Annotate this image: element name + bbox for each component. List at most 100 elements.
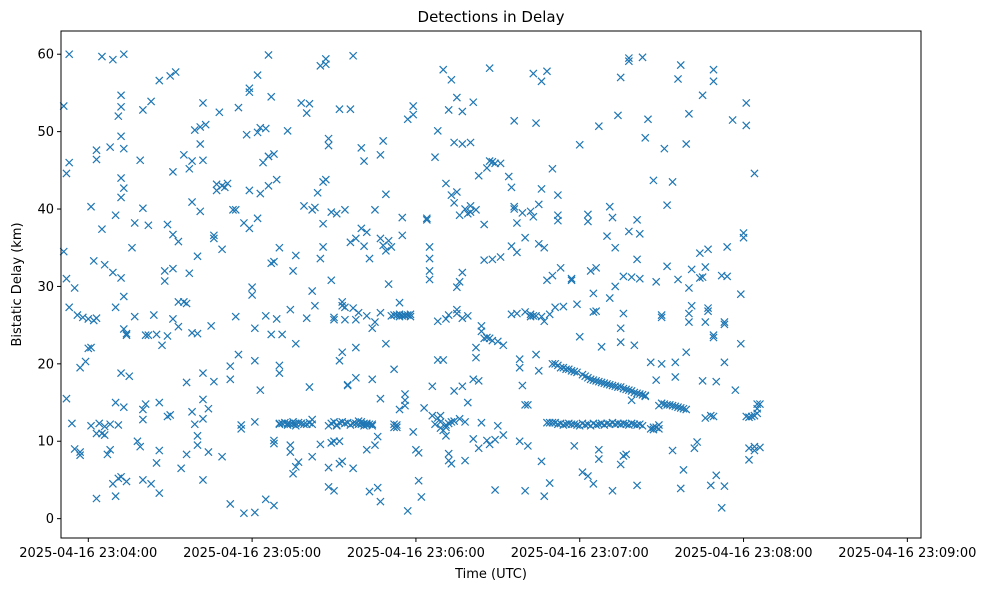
data-point <box>119 50 128 59</box>
data-point <box>750 446 759 455</box>
data-point <box>523 441 532 450</box>
data-point <box>253 128 262 137</box>
data-point <box>136 156 145 165</box>
data-point <box>750 169 759 178</box>
data-point <box>168 167 177 176</box>
data-point <box>256 189 265 198</box>
data-point <box>709 77 718 86</box>
data-point <box>302 109 311 118</box>
data-point <box>452 93 461 102</box>
data-point <box>450 417 459 426</box>
data-point <box>422 214 431 223</box>
data-point <box>360 157 369 166</box>
data-point <box>425 275 434 284</box>
data-point <box>269 501 278 510</box>
data-point <box>250 356 259 365</box>
data-point <box>283 126 292 135</box>
data-point <box>92 314 101 323</box>
data-point <box>592 307 601 316</box>
data-point <box>624 57 633 66</box>
data-point <box>474 376 483 385</box>
data-point <box>335 105 344 114</box>
data-point <box>425 254 434 263</box>
data-point <box>324 463 333 472</box>
data-point <box>540 243 549 252</box>
data-point <box>370 441 379 450</box>
data-point <box>286 305 295 314</box>
data-point <box>362 311 371 320</box>
data-point <box>297 98 306 108</box>
data-point <box>351 343 360 352</box>
data-point <box>329 486 339 495</box>
data-point <box>649 423 658 432</box>
data-point <box>316 440 325 449</box>
data-point <box>182 299 191 308</box>
data-point <box>562 365 571 374</box>
data-point <box>466 138 475 147</box>
data-point <box>603 379 612 388</box>
data-point <box>166 410 175 419</box>
data-point <box>450 198 459 207</box>
data-point <box>504 172 513 181</box>
data-point <box>114 112 123 121</box>
data-point <box>272 175 281 184</box>
data-point <box>264 181 273 190</box>
data-point <box>570 420 579 429</box>
data-point <box>182 450 191 459</box>
data-point <box>736 290 745 299</box>
data-point <box>329 315 339 324</box>
data-point <box>119 144 128 153</box>
data-point <box>144 221 153 230</box>
data-point <box>122 331 131 340</box>
y-axis-label: Bistatic Delay (km) <box>10 222 25 346</box>
data-point <box>420 403 429 412</box>
data-point <box>97 225 106 234</box>
data-point <box>556 363 565 372</box>
data-point <box>78 313 87 322</box>
data-point <box>485 64 494 73</box>
data-point <box>624 227 633 236</box>
data-point <box>387 242 396 251</box>
data-point <box>753 409 762 418</box>
data-point <box>84 314 93 323</box>
data-point <box>570 367 579 376</box>
data-point <box>117 174 126 183</box>
data-point <box>720 320 729 329</box>
data-point <box>496 159 505 168</box>
data-point <box>635 229 644 238</box>
data-point <box>207 321 216 330</box>
data-point <box>242 130 251 139</box>
data-point <box>324 134 333 143</box>
data-point <box>515 363 524 372</box>
data-point <box>447 75 456 84</box>
data-point <box>469 434 478 443</box>
data-point <box>463 398 472 407</box>
data-point <box>324 482 333 491</box>
data-point <box>343 380 352 389</box>
data-point <box>551 303 560 312</box>
data-point <box>668 177 677 186</box>
data-point <box>92 155 101 164</box>
data-point <box>559 302 568 311</box>
data-point <box>663 201 672 210</box>
data-point <box>698 273 707 282</box>
data-point <box>660 144 669 153</box>
data-point <box>436 411 445 420</box>
data-point <box>471 205 481 214</box>
data-point <box>679 465 688 474</box>
data-point <box>682 405 691 414</box>
data-point <box>687 301 696 310</box>
data-point <box>608 381 617 390</box>
data-point <box>220 183 229 192</box>
data-point <box>76 451 85 460</box>
data-point <box>111 492 120 501</box>
data-point <box>417 492 426 502</box>
x-tick-label: 2025-04-16 23:05:00 <box>183 546 321 561</box>
data-point <box>704 245 713 254</box>
data-point <box>701 413 710 423</box>
data-point <box>138 405 147 414</box>
data-point <box>611 282 620 291</box>
data-point <box>111 398 120 407</box>
data-point <box>450 138 459 147</box>
data-point <box>261 495 270 504</box>
